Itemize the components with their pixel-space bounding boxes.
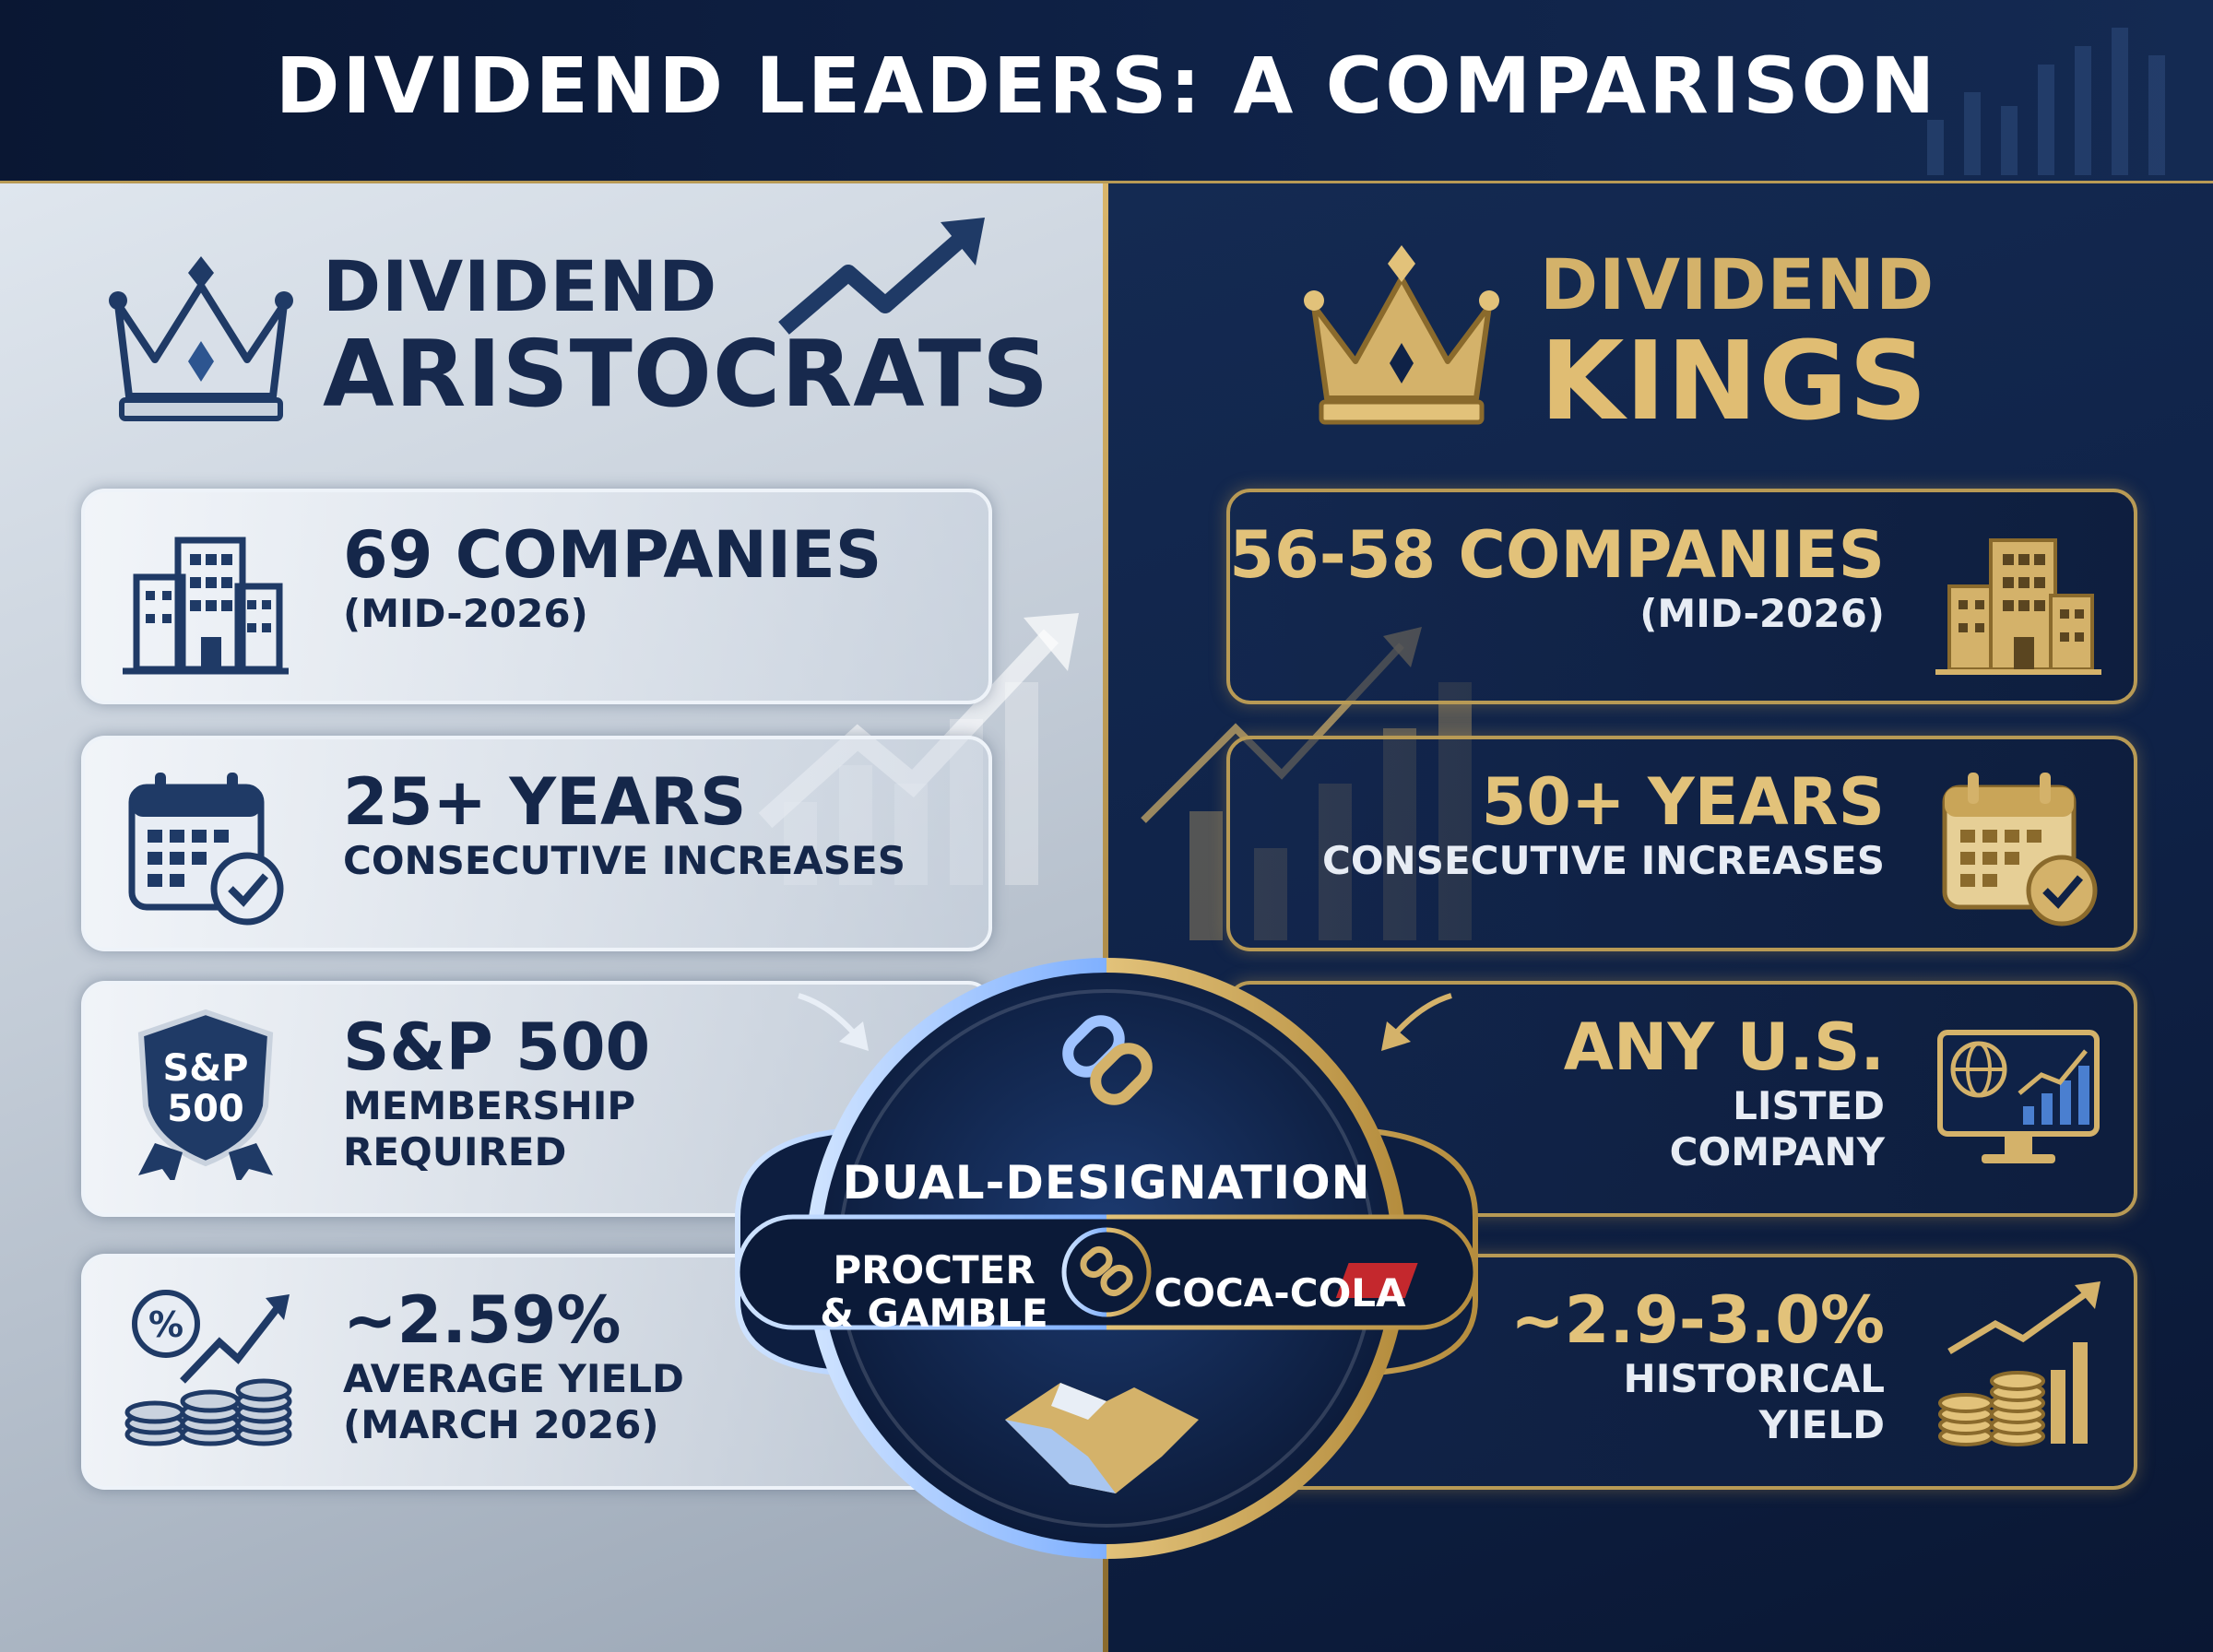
kings-companies-card: 56-58 COMPANIES (MID-2026) <box>1226 489 2137 704</box>
aristocrats-yield-note-line1: AVERAGE YIELD <box>343 1356 684 1401</box>
center-divider <box>1103 183 1108 1652</box>
aristocrats-yield-value: ~2.59% <box>343 1282 621 1358</box>
aristocrats-companies-card: 69 COMPANIES (MID-2026) <box>81 489 992 704</box>
kings-listing-note-line1: LISTED <box>1733 1083 1885 1128</box>
aristocrats-yield-text: ~2.59% AVERAGE YIELD (MARCH 2026) <box>343 1285 684 1449</box>
calendar-check-gold-icon <box>1942 773 2098 926</box>
kings-years-card: 50+ YEARS CONSECUTIVE INCREASES <box>1226 736 2137 951</box>
crown-gold-icon <box>1304 245 1499 425</box>
aristocrats-membership-note-line1: MEMBERSHIP <box>343 1083 636 1128</box>
dual-designation-label: DUAL-DESIGNATION <box>842 1156 1371 1210</box>
aristocrats-years-card: 25+ YEARS CONSECUTIVE INCREASES <box>81 736 992 951</box>
aristocrats-title-line2: ARISTOCRATS <box>323 320 1050 429</box>
kings-years-text: 50+ YEARS CONSECUTIVE INCREASES <box>1322 767 1885 884</box>
shield-badge-line2: 500 <box>167 1088 244 1130</box>
right-pointer-arrow-icon <box>1381 993 1452 1051</box>
kings-companies-note: (MID-2026) <box>1639 591 1885 636</box>
building-icon <box>123 537 289 675</box>
kings-listing-note-line2: COMPANY <box>1669 1129 1885 1175</box>
procter-gamble-label: PROCTER & GAMBLE <box>810 1248 1059 1335</box>
kings-listing-text: ANY U.S. LISTED COMPANY <box>1564 1012 1885 1176</box>
aristocrats-yield-note-line2: (MARCH 2026) <box>343 1402 659 1448</box>
aristocrats-companies-value: 69 COMPANIES <box>343 517 882 593</box>
procter-gamble-line2: & GAMBLE <box>820 1291 1048 1337</box>
kings-title-line2: KINGS <box>1540 317 1928 445</box>
kings-years-note: CONSECUTIVE INCREASES <box>1322 838 1885 883</box>
svg-text:%: % <box>148 1304 183 1345</box>
coins-chart-icon <box>1938 1281 2101 1446</box>
kings-years-value: 50+ YEARS <box>1481 764 1885 840</box>
calendar-check-icon <box>128 773 284 926</box>
kings-yield-note-line1: HISTORICAL <box>1623 1356 1885 1401</box>
kings-listing-value: ANY U.S. <box>1563 1009 1885 1085</box>
kings-yield-text: ~2.9-3.0% HISTORICAL YIELD <box>1510 1285 1885 1449</box>
aristocrats-companies-text: 69 COMPANIES (MID-2026) <box>343 520 882 637</box>
kings-yield-note-line2: YIELD <box>1758 1402 1885 1448</box>
kings-title: DIVIDEND KINGS <box>1540 243 1935 445</box>
aristocrats-years-text: 25+ YEARS CONSECUTIVE INCREASES <box>343 767 905 884</box>
procter-gamble-line1: PROCTER <box>833 1247 1035 1292</box>
aristocrats-membership-text: S&P 500 MEMBERSHIP REQUIRED <box>343 1012 650 1176</box>
aristocrats-membership-note-line2: REQUIRED <box>343 1129 567 1175</box>
aristocrats-title-line1: DIVIDEND <box>323 245 718 327</box>
shield-badge-line1: S&P <box>162 1047 248 1090</box>
chain-link-small-icon <box>1080 1245 1133 1297</box>
coca-cola-label: COCA-COLA <box>1154 1270 1406 1316</box>
aristocrats-membership-value: S&P 500 <box>343 1009 651 1085</box>
kings-title-line1: DIVIDEND <box>1540 243 1935 325</box>
shield-badge-icon: S&P 500 <box>137 1009 274 1180</box>
chain-link-icon <box>1062 1015 1153 1105</box>
page-title: DIVIDEND LEADERS: A COMPARISON <box>275 41 1938 131</box>
trend-arrow-icon <box>778 218 985 335</box>
left-pointer-arrow-icon <box>798 993 869 1051</box>
kings-companies-value: 56-58 COMPANIES <box>1229 517 1885 593</box>
aristocrats-years-note: CONSECUTIVE INCREASES <box>343 838 905 883</box>
aristocrats-years-value: 25+ YEARS <box>343 764 747 840</box>
globe-monitor-icon <box>1937 1030 2100 1163</box>
crown-silver-icon <box>109 256 293 421</box>
building-gold-icon <box>1935 538 2101 675</box>
aristocrats-title: DIVIDEND ARISTOCRATS <box>323 245 1050 429</box>
dual-designation-medallion <box>735 958 1478 1559</box>
handshake-icon <box>1005 1383 1199 1493</box>
aristocrats-companies-note: (MID-2026) <box>343 591 588 636</box>
coins-percent-icon: % <box>124 1290 292 1446</box>
dual-designation-badge: DUAL-DESIGNATION PROCTER & GAMBLE COCA-C… <box>701 940 1512 1586</box>
header-bars-decoration <box>1927 28 2165 175</box>
header-bar: DIVIDEND LEADERS: A COMPARISON <box>0 0 2213 183</box>
kings-yield-value: ~2.9-3.0% <box>1510 1282 1885 1358</box>
kings-companies-text: 56-58 COMPANIES (MID-2026) <box>1229 520 1885 637</box>
